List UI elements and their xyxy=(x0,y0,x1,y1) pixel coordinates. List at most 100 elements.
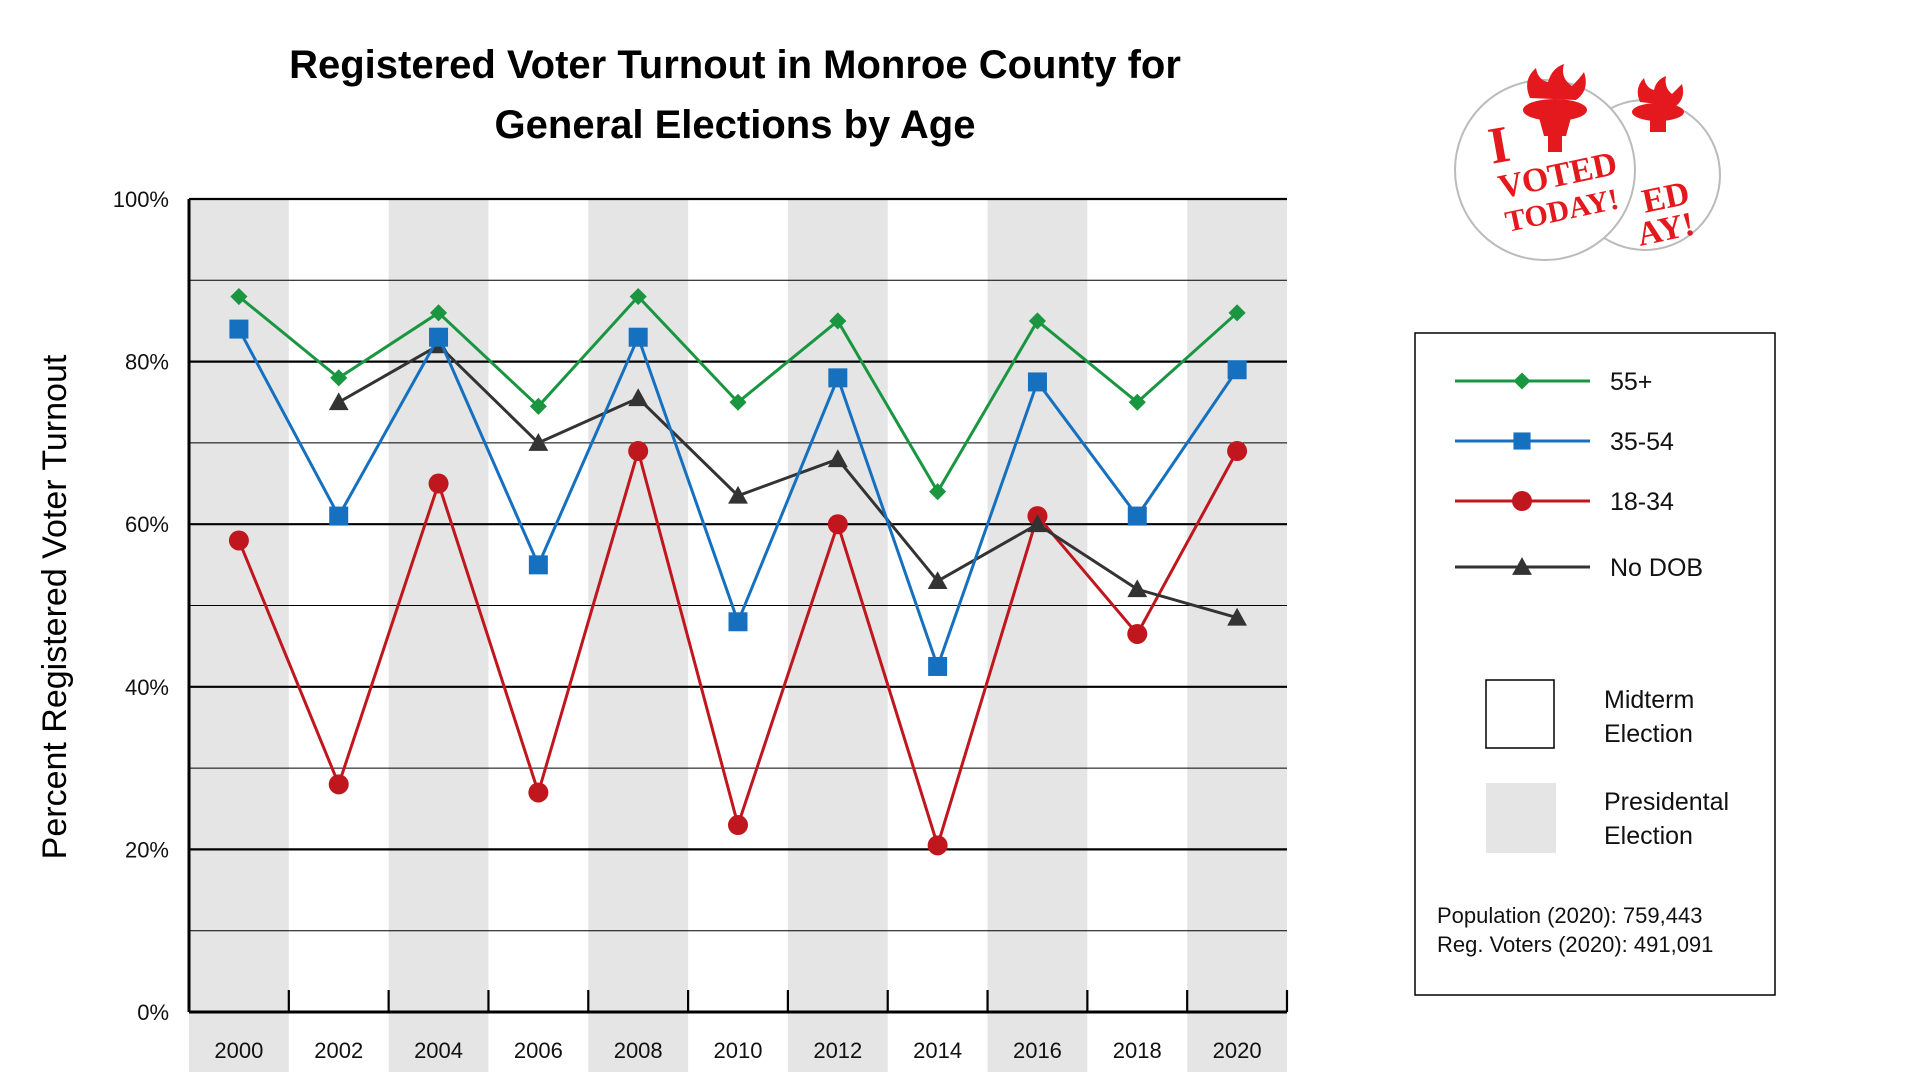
data-point-35-54 xyxy=(728,612,748,632)
legend-midterm-label-line-2: Election xyxy=(1604,720,1693,748)
x-tick-label: 2002 xyxy=(314,1038,363,1063)
y-tick-label: 40% xyxy=(125,675,169,700)
series-35-54 xyxy=(229,319,1247,676)
data-point-35-54 xyxy=(1227,360,1247,380)
x-tick-label: 2016 xyxy=(1013,1038,1062,1063)
data-point-18-34 xyxy=(1127,623,1148,644)
presidential-band-2020 xyxy=(1187,199,1287,1072)
data-point-no-dob xyxy=(927,571,948,590)
x-tick-label: 2010 xyxy=(714,1038,763,1063)
data-point-55 xyxy=(529,397,547,415)
legend-entry-18-34: 18-34 xyxy=(1455,488,1674,516)
data-point-35-54 xyxy=(229,319,249,339)
x-tick-labels: 2000 2002 2004 2006 2008 2010 2012 2014 2016 2018… xyxy=(214,1038,1261,1063)
legend: 55+ 35-54 18-34 No DOB Midterm Election Pre… xyxy=(1414,332,1776,996)
data-point-18-34 xyxy=(827,514,848,535)
data-point-35-54 xyxy=(928,656,948,676)
data-point-55 xyxy=(230,288,248,306)
y-tick-labels: 0% 20% 40% 60% 80% 100% xyxy=(113,187,169,1025)
presidential-bands xyxy=(189,199,1287,1072)
data-point-55 xyxy=(929,483,947,501)
torch-icon xyxy=(1523,64,1587,152)
data-point-55 xyxy=(429,304,448,322)
data-point-18-34 xyxy=(927,835,948,856)
population-note: Population (2020): 759,443 xyxy=(1437,903,1702,928)
legend-entry-55: 55+ xyxy=(1455,368,1652,396)
data-point-55 xyxy=(330,369,348,387)
data-point-no-dob xyxy=(1127,579,1148,598)
data-point-35-54 xyxy=(1027,372,1047,392)
y-tick-label: 20% xyxy=(125,837,169,862)
series-line-no-dob xyxy=(337,343,1238,620)
legend-label-no-dob: No DOB xyxy=(1610,554,1703,582)
data-point-no-dob xyxy=(827,449,848,468)
series-55 xyxy=(230,288,1246,501)
legend-presidential-label-line-1: Presidental xyxy=(1604,788,1729,816)
y-tick-label: 100% xyxy=(113,187,169,212)
data-point-18-34 xyxy=(228,530,249,551)
registered-voters-note: Reg. Voters (2020): 491,091 xyxy=(1437,932,1713,957)
i-voted-sticker-icon: ED AY! I VOTED TODAY! xyxy=(1454,64,1721,261)
torch-icon-back xyxy=(1632,76,1684,132)
data-point-no-dob xyxy=(528,433,549,451)
x-tick-label: 2018 xyxy=(1113,1038,1162,1063)
legend-label-35-54: 35-54 xyxy=(1610,428,1674,456)
x-tick-label: 2004 xyxy=(414,1038,463,1063)
data-point-no-dob xyxy=(328,392,349,411)
axes xyxy=(187,199,1289,1014)
legend-marker-35-54 xyxy=(1513,432,1531,450)
data-point-18-34 xyxy=(528,782,549,803)
legend-marker-no-dob xyxy=(1512,557,1532,575)
data-point-35-54 xyxy=(429,327,449,347)
data-point-55 xyxy=(729,393,747,411)
data-point-55 xyxy=(829,312,847,330)
presidential-band-2016 xyxy=(987,199,1088,1072)
legend-presidential-label-line-2: Election xyxy=(1604,822,1693,850)
data-point-no-dob xyxy=(1027,514,1048,533)
data-point-no-dob xyxy=(628,388,649,407)
x-tick-label: 2014 xyxy=(913,1038,962,1063)
legend-entry-35-54: 35-54 xyxy=(1455,428,1674,456)
y-tick-label: 0% xyxy=(137,1000,169,1025)
x-tick-label: 2000 xyxy=(214,1038,263,1063)
legend-label-55: 55+ xyxy=(1610,368,1652,396)
data-point-55 xyxy=(1228,304,1246,322)
data-point-35-54 xyxy=(828,368,848,388)
data-point-55 xyxy=(629,288,647,306)
x-tick-label: 2006 xyxy=(514,1038,563,1063)
series-18-34 xyxy=(228,441,1248,856)
data-point-18-34 xyxy=(328,774,349,795)
y-tick-label: 80% xyxy=(125,350,169,375)
data-point-18-34 xyxy=(428,473,449,494)
chart-title-line-1: Registered Voter Turnout in Monroe Count… xyxy=(289,43,1181,87)
legend-box xyxy=(1414,332,1776,996)
legend-series-entries: 55+ 35-54 18-34 No DOB xyxy=(1455,368,1703,582)
series-layer xyxy=(228,288,1248,856)
y-axis-title: Percent Registered Voter Turnout xyxy=(36,354,74,859)
legend-label-18-34: 18-34 xyxy=(1610,488,1674,516)
legend-marker-18-34 xyxy=(1512,491,1532,511)
data-point-18-34 xyxy=(1227,441,1248,462)
y-tick-label: 60% xyxy=(125,512,169,537)
data-point-55 xyxy=(1028,312,1047,330)
legend-marker-55 xyxy=(1513,372,1531,390)
data-point-35-54 xyxy=(528,555,548,575)
data-point-35-54 xyxy=(628,327,648,347)
data-point-35-54 xyxy=(1127,506,1147,526)
sticker-front-circle xyxy=(1454,79,1636,261)
presidential-band-2000 xyxy=(189,199,289,1072)
data-point-55 xyxy=(1128,393,1146,411)
x-tick-label: 2008 xyxy=(614,1038,663,1063)
x-tick-label: 2012 xyxy=(813,1038,862,1063)
data-point-18-34 xyxy=(728,815,748,836)
data-point-18-34 xyxy=(628,441,649,462)
legend-midterm-swatch xyxy=(1485,679,1555,749)
legend-midterm-label-line-1: Midterm xyxy=(1604,686,1694,714)
gridlines xyxy=(189,197,1287,932)
x-tick-label: 2020 xyxy=(1213,1038,1262,1063)
legend-entry-no-dob: No DOB xyxy=(1455,554,1703,582)
data-point-no-dob xyxy=(728,485,748,504)
data-point-35-54 xyxy=(329,506,349,526)
legend-presidential-swatch xyxy=(1486,783,1556,853)
